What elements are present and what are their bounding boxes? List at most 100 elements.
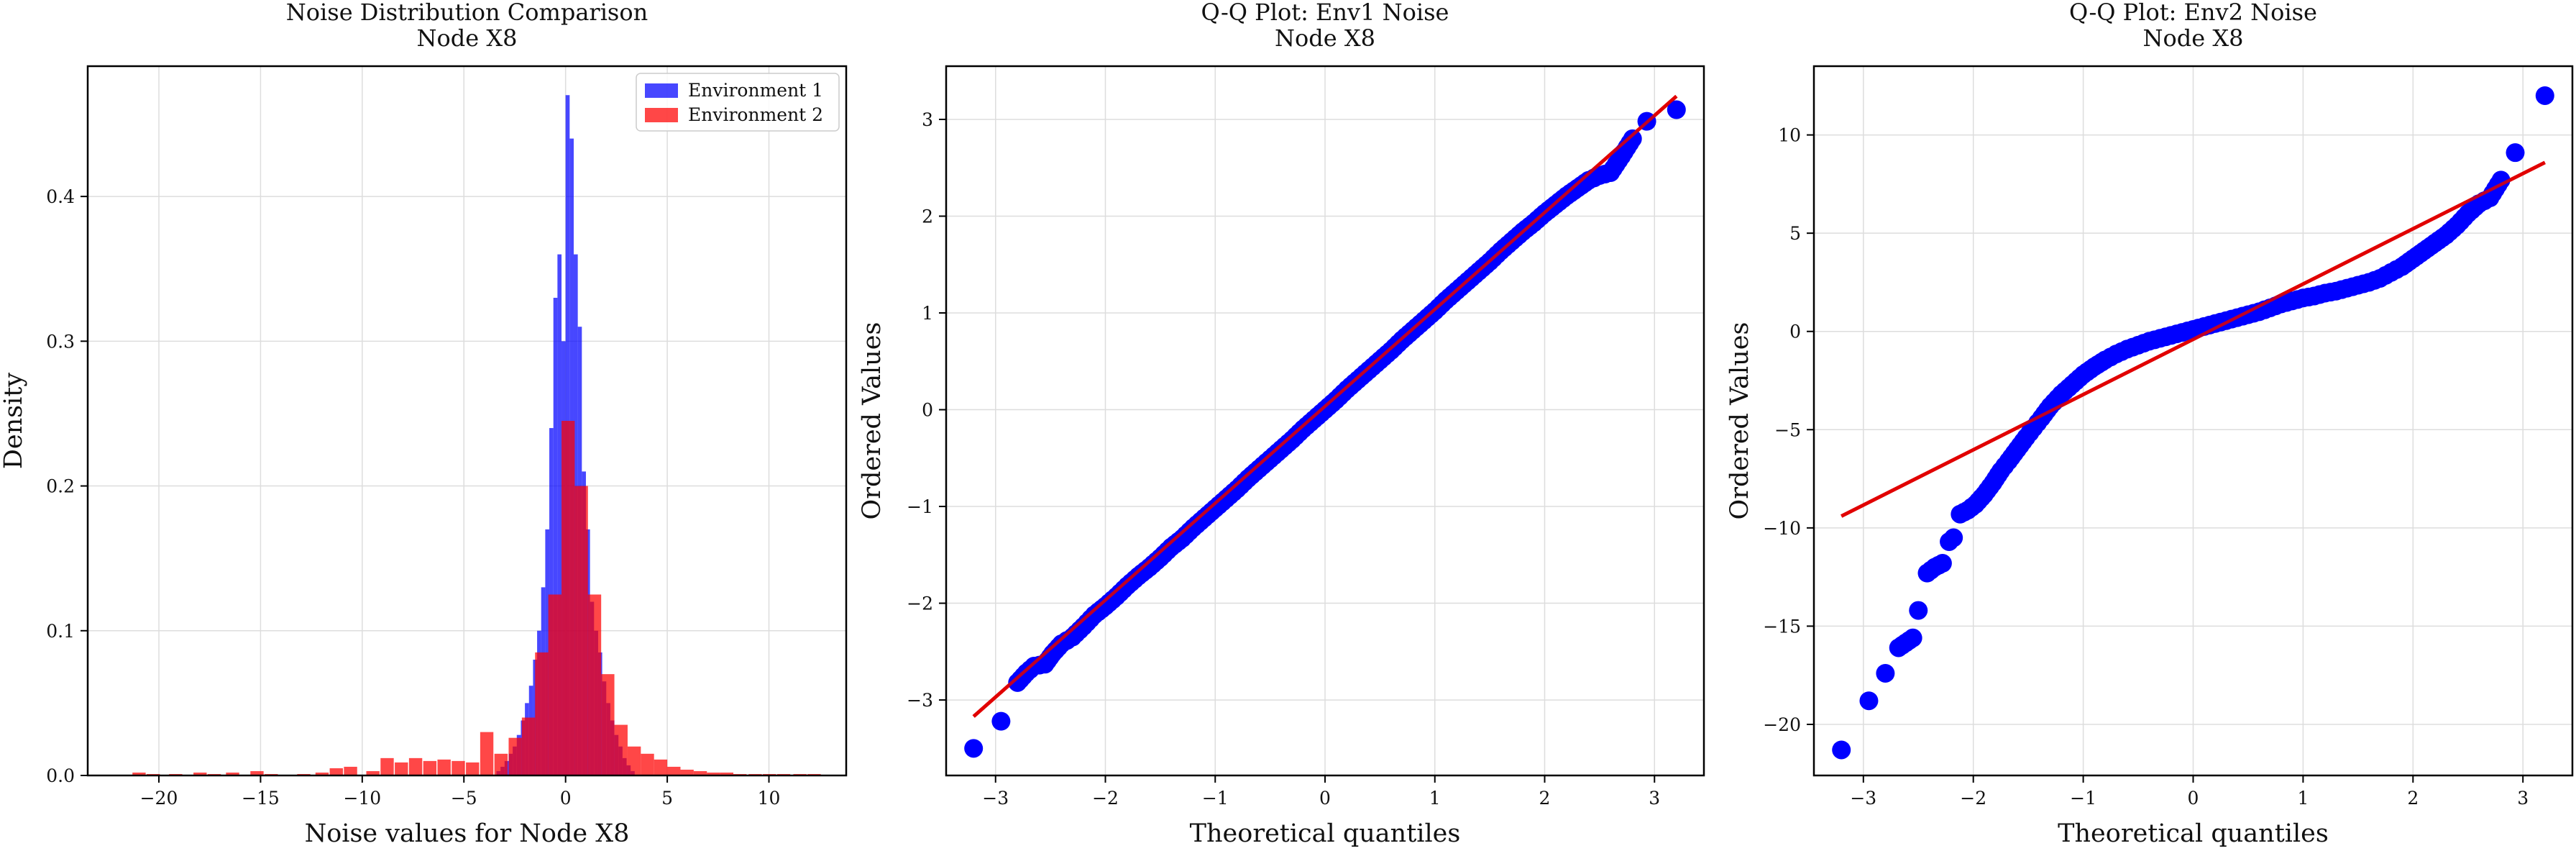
histogram-bar-environment-2 <box>480 732 494 775</box>
y-tick-label: 0.2 <box>46 476 75 497</box>
qq-point <box>1889 638 1908 657</box>
y-tick-label: −15 <box>1763 616 1801 637</box>
histogram-bar-environment-2 <box>720 772 734 775</box>
x-tick-label: −1 <box>1202 788 1229 809</box>
y-tick-label: −20 <box>1763 714 1801 735</box>
x-tick-label: 1 <box>2297 788 2309 809</box>
x-axis-label: Theoretical quantiles <box>1190 819 1461 848</box>
x-tick-label: 1 <box>1429 788 1441 809</box>
qq-point <box>991 711 1011 731</box>
x-tick-label: −3 <box>982 788 1009 809</box>
legend-box <box>636 73 840 132</box>
axes-frame <box>86 65 848 777</box>
qq-point <box>1909 601 1928 620</box>
y-tick-label: 10 <box>1778 125 1801 146</box>
histogram-bar-environment-2 <box>452 760 465 775</box>
qq-point <box>1601 163 1621 182</box>
histogram-bar-environment-2 <box>587 594 602 775</box>
qq-point <box>1832 740 1851 760</box>
histogram-bar-environment-2 <box>562 421 575 775</box>
qq-point <box>1859 691 1879 711</box>
histogram-bar-environment-2 <box>408 757 423 775</box>
qq-point <box>1903 628 1922 647</box>
y-tick-label: −5 <box>1774 419 1801 440</box>
panel-subtitle: Node X8 <box>417 24 518 52</box>
y-tick-label: 5 <box>1789 223 1801 244</box>
x-tick-label: −15 <box>242 788 280 809</box>
y-tick-label: 1 <box>922 303 933 324</box>
histogram-bar-environment-2 <box>423 760 437 775</box>
x-tick-label: 0 <box>1319 788 1331 809</box>
histogram-bar-environment-2 <box>641 753 654 775</box>
x-tick-label: −5 <box>451 788 477 809</box>
x-tick-label: −10 <box>343 788 381 809</box>
data-layer <box>1832 86 2554 760</box>
data-layer <box>964 94 1686 758</box>
histogram-bar-environment-2 <box>667 766 681 775</box>
panel-subtitle: Node X8 <box>2143 24 2244 52</box>
histogram-bar-environment-2 <box>466 762 480 775</box>
qq-point <box>2040 396 2060 416</box>
x-tick-label: 3 <box>2517 788 2529 809</box>
panel-title: Q-Q Plot: Env2 Noise <box>2069 0 2317 26</box>
qq-point <box>1612 147 1631 166</box>
legend: Environment 1 Environment 2 <box>636 73 840 132</box>
fit-line-overlay <box>972 95 1678 718</box>
y-tick-label: 0.1 <box>46 621 75 642</box>
x-tick-label: 10 <box>758 788 781 809</box>
histogram-bar-environment-2 <box>535 652 549 775</box>
histogram-bar-environment-2 <box>132 772 146 775</box>
qq-point <box>1623 129 1642 148</box>
histogram-bar-environment-2 <box>548 594 562 775</box>
x-tick-label: 0 <box>2188 788 2199 809</box>
histogram-bar-environment-2 <box>680 769 694 775</box>
histogram-bar-environment-2 <box>380 757 394 775</box>
x-tick-label: 0 <box>560 788 572 809</box>
legend-swatch-1 <box>645 83 678 98</box>
y-tick-label: 0.0 <box>46 765 75 786</box>
y-axis-label: Ordered Values <box>1725 322 1754 520</box>
qq-point <box>2506 143 2525 163</box>
histogram-bar-environment-1 <box>557 254 562 775</box>
histogram-panel: Environment 1 Environment 2 −20 −15 −10 −5 0 5 1… <box>0 0 848 848</box>
legend-swatch-2 <box>645 108 678 122</box>
qq-plot-env1-panel: −3 −2 −1 0 1 2 3 −3 −2 −1 0 1 2 3 Q-Q Plot: Env1 Noise… <box>858 0 1705 848</box>
histogram-bar-environment-2 <box>226 772 239 775</box>
y-tick-label: 0.3 <box>46 331 75 352</box>
y-tick-label: −1 <box>907 496 933 517</box>
y-tick-label: −3 <box>907 690 933 711</box>
histogram-bar-environment-2 <box>707 772 720 775</box>
data-layer <box>132 95 821 775</box>
y-tick-label: −2 <box>907 593 933 614</box>
panel-subtitle: Node X8 <box>1275 24 1375 52</box>
histogram-bar-environment-2 <box>344 766 357 775</box>
histogram-bar-environment-2 <box>601 674 615 775</box>
histogram-bar-environment-2 <box>494 753 508 775</box>
y-tick-label: 0.4 <box>46 186 75 207</box>
x-axis-label: Noise values for Node X8 <box>305 819 630 848</box>
x-tick-label: −20 <box>140 788 178 809</box>
histogram-bar-environment-2 <box>329 768 343 775</box>
x-tick-label: −2 <box>1092 788 1119 809</box>
y-tick-label: 0 <box>1789 322 1801 342</box>
qq-point <box>2491 170 2511 190</box>
qq-point <box>2535 86 2554 105</box>
fit-line-overlay <box>1841 160 2546 518</box>
histogram-bar-environment-2 <box>574 486 588 775</box>
x-tick-label: −2 <box>1960 788 1986 809</box>
y-tick-label: −10 <box>1763 518 1801 539</box>
histogram-bar-environment-2 <box>654 759 668 775</box>
legend-label-2: Environment 2 <box>688 104 823 125</box>
x-tick-label: 3 <box>1649 788 1660 809</box>
qq-point <box>1944 528 1963 547</box>
qq-point <box>1876 663 1895 683</box>
panel-title: Noise Distribution Comparison <box>286 0 648 26</box>
histogram-bar-environment-2 <box>366 770 380 775</box>
y-axis-label: Density <box>0 373 28 470</box>
qq-point <box>1933 554 1952 573</box>
y-tick-label: 3 <box>922 109 933 130</box>
panel-title: Q-Q Plot: Env1 Noise <box>1201 0 1449 26</box>
histogram-bar-environment-2 <box>614 724 628 775</box>
